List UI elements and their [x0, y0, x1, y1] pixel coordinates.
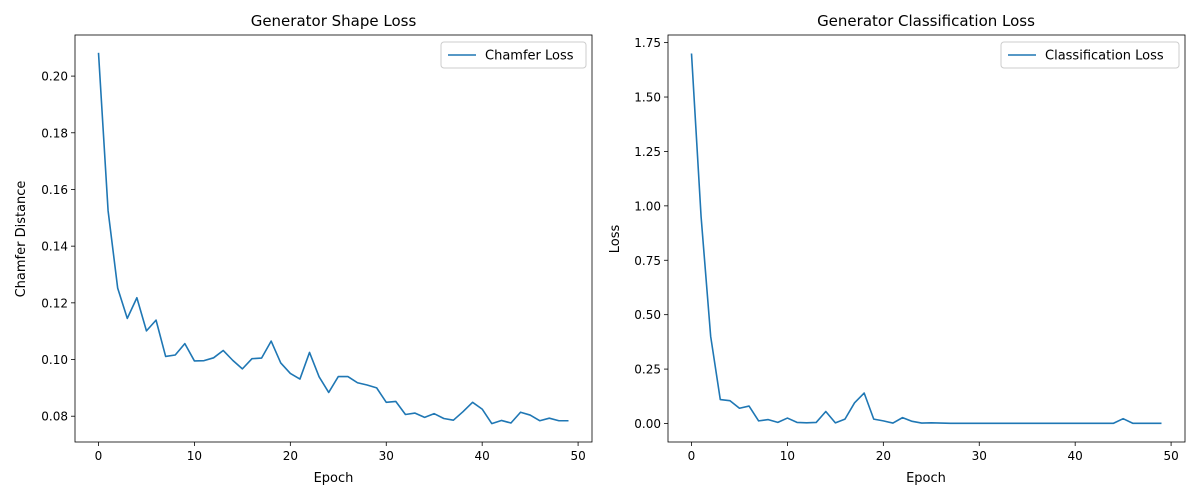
y-tick-label: 0.12	[41, 296, 68, 310]
y-tick-label: 0.08	[41, 410, 68, 424]
series-line	[97, 52, 569, 425]
tick-layer: 0 10 20 30 40 50 0.08 0.10 0.12 0.14 0.16 0.18 0.20	[41, 70, 585, 463]
y-axis-label: Chamfer Distance	[14, 181, 29, 298]
series-layer	[97, 52, 569, 425]
y-tick-label: 0.00	[634, 417, 661, 431]
x-tick-label: 40	[475, 449, 490, 463]
x-tick-label: 10	[187, 449, 202, 463]
legend-label: Chamfer Loss	[485, 49, 574, 64]
series-layer	[690, 53, 1162, 425]
y-tick-label: 1.25	[634, 145, 661, 159]
y-tick-label: 0.75	[634, 254, 661, 268]
plot-area	[667, 34, 1186, 443]
plot-area	[74, 34, 593, 443]
x-tick-label: 50	[570, 449, 585, 463]
x-tick-label: 20	[876, 449, 891, 463]
y-tick-label: 0.18	[41, 126, 68, 140]
series-line	[690, 53, 1162, 425]
y-tick-label: 1.00	[634, 199, 661, 213]
y-tick-label: 0.50	[634, 308, 661, 322]
y-tick-label: 0.16	[41, 183, 68, 197]
y-tick-label: 0.20	[41, 70, 68, 84]
x-tick-label: 40	[1068, 449, 1083, 463]
x-axis-label: Epoch	[314, 471, 354, 486]
chart-title: Generator Shape Loss	[251, 12, 417, 30]
tick-layer: 0 10 20 30 40 50 0.00 0.25 0.50 0.75 1.00 1.25 1.50 1…	[634, 36, 1178, 463]
y-tick-label: 1.50	[634, 91, 661, 105]
chart-classification-loss: Generator Classification Loss Epoch Loss…	[608, 12, 1186, 486]
x-tick-label: 0	[688, 449, 696, 463]
y-tick-label: 0.14	[41, 240, 68, 254]
chart-title: Generator Classification Loss	[817, 12, 1035, 30]
x-tick-label: 30	[379, 449, 394, 463]
x-axis-label: Epoch	[906, 471, 946, 486]
y-axis-label: Loss	[608, 225, 623, 254]
legend: Chamfer Loss	[440, 41, 587, 69]
x-tick-label: 30	[972, 449, 987, 463]
x-tick-label: 50	[1163, 449, 1178, 463]
y-tick-label: 1.75	[634, 36, 661, 50]
x-tick-label: 0	[95, 449, 103, 463]
legend-label: Classification Loss	[1045, 49, 1164, 64]
legend-box	[440, 41, 587, 69]
y-tick-label: 0.25	[634, 363, 661, 377]
legend-box	[1000, 41, 1180, 69]
chart-shape-loss: Generator Shape Loss Epoch Chamfer Dista…	[14, 12, 593, 486]
x-tick-label: 20	[283, 449, 298, 463]
y-tick-label: 0.10	[41, 353, 68, 367]
legend: Classification Loss	[1000, 41, 1180, 69]
x-tick-label: 10	[780, 449, 795, 463]
